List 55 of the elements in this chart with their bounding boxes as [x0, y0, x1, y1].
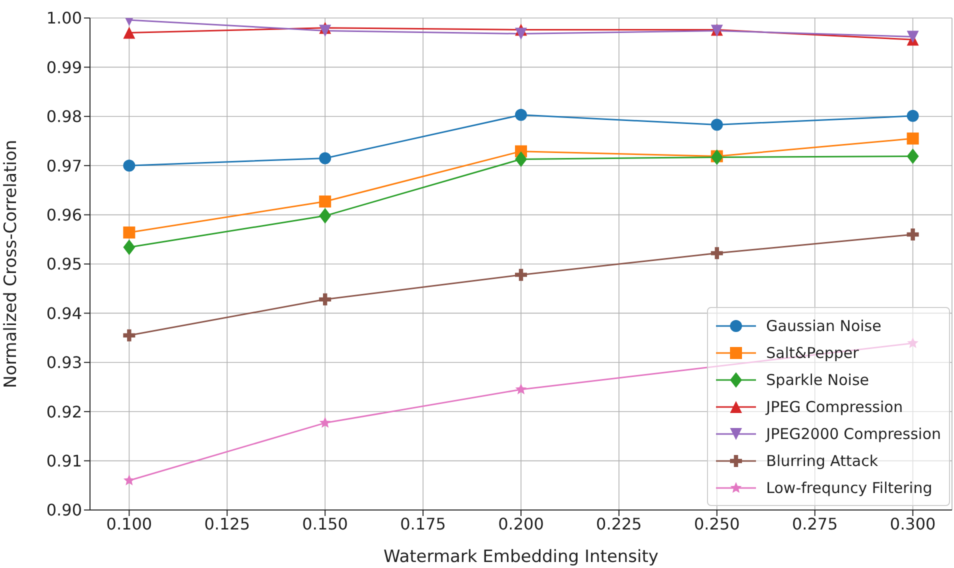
x-tick-label: 0.200	[498, 514, 544, 534]
x-tick-label: 0.125	[204, 514, 250, 534]
point	[319, 293, 332, 306]
x-tick-label: 0.300	[890, 514, 936, 534]
x-tick-label: 0.275	[792, 514, 838, 534]
point	[515, 383, 527, 394]
point	[906, 228, 919, 240]
point	[710, 247, 723, 260]
legend-label: Salt&Pepper	[766, 344, 859, 362]
legend-label: Blurring Attack	[766, 452, 878, 470]
y-tick-label: 0.98	[46, 107, 82, 126]
y-tick-label: 0.93	[46, 353, 82, 372]
x-tick-label: 0.100	[106, 514, 152, 534]
point	[319, 416, 331, 428]
point	[319, 24, 332, 37]
y-tick-label: 0.90	[46, 500, 82, 520]
point	[906, 110, 919, 122]
point	[710, 118, 723, 131]
y-tick-label: 0.94	[46, 304, 82, 323]
x-tick-label: 0.225	[596, 514, 642, 534]
point	[319, 196, 332, 208]
point	[123, 226, 136, 239]
point	[515, 28, 527, 40]
point	[906, 30, 919, 43]
point	[123, 239, 136, 256]
point	[515, 108, 527, 121]
point	[319, 208, 332, 224]
point	[906, 132, 919, 145]
y-tick-label: 0.92	[46, 402, 82, 422]
point	[906, 148, 919, 164]
point	[907, 337, 919, 348]
point	[515, 268, 527, 281]
y-tick-label: 0.99	[46, 58, 82, 77]
y-tick-label: 0.91	[46, 451, 82, 470]
point	[710, 149, 723, 166]
point	[515, 151, 527, 168]
y-axis-title: Normalized Cross-Correlation	[1, 140, 22, 388]
point	[123, 474, 135, 486]
x-axis-title: Watermark Embedding Intensity	[384, 547, 658, 567]
legend-label: Sparkle Noise	[766, 370, 870, 388]
x-tick-label: 0.175	[400, 514, 446, 534]
y-tick-label: 1.00	[46, 8, 82, 28]
x-tick-label: 0.150	[302, 514, 348, 534]
x-tick-label: 0.250	[694, 514, 740, 534]
point	[123, 329, 136, 342]
y-tick-label: 0.95	[46, 254, 82, 274]
y-tick-label: 0.96	[46, 205, 82, 224]
legend-label: JPEG2000 Compression	[766, 424, 941, 442]
point	[123, 26, 136, 39]
y-tick-label: 0.97	[46, 156, 82, 176]
point	[123, 160, 136, 172]
legend-label: Gaussian Noise	[766, 316, 882, 334]
legend-label: JPEG Compression	[766, 398, 903, 416]
point	[319, 152, 332, 164]
legend-label: Low-frequncy Filtering	[766, 478, 932, 496]
